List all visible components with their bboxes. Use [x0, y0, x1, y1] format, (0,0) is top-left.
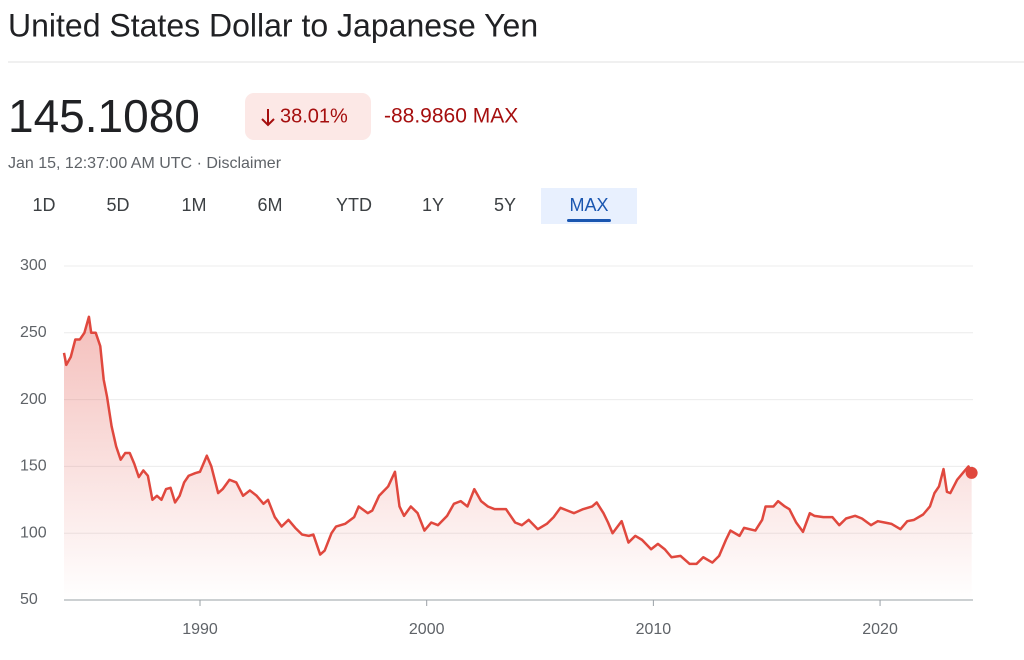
y-tick-label: 50	[20, 591, 38, 608]
change-percent: 38.01%	[280, 105, 348, 127]
range-tabs: 1D 5D 1M 6M YTD 1Y 5Y MAX	[32, 188, 637, 224]
timestamp: Jan 15, 12:37:00 AM UTC · Disclaimer	[8, 155, 282, 172]
change-badge	[245, 93, 371, 140]
x-tick-label: 2020	[862, 621, 898, 638]
y-tick-label: 200	[20, 391, 47, 408]
area-fill	[64, 316, 972, 600]
separator: ·	[197, 155, 202, 172]
price: 145.1080	[8, 90, 200, 142]
range-tab[interactable]: MAX	[569, 195, 608, 215]
y-tick-label: 150	[20, 458, 47, 475]
y-tick-label: 100	[20, 524, 47, 541]
x-tick-label: 1990	[182, 621, 218, 638]
time: Jan 15, 12:37:00 AM UTC	[8, 155, 192, 172]
last-point	[965, 466, 978, 479]
down-arrow	[261, 109, 275, 127]
x-tick-label: 2000	[409, 621, 445, 638]
disclaimer-link[interactable]: Disclaimer	[206, 155, 281, 172]
range-tab[interactable]: 1Y	[422, 195, 444, 215]
x-tick-label: 2010	[636, 621, 672, 638]
range-tab[interactable]: 5D	[106, 195, 129, 215]
page-title: United States Dollar to Japanese Yen	[8, 7, 538, 43]
chart: 50 100 150 200 250 300 1990 2000 2010 2020	[20, 257, 978, 638]
price-line	[62, 315, 973, 566]
y-tick-label: 250	[20, 324, 47, 341]
range-tab[interactable]: 1D	[32, 195, 55, 215]
active-tab-bg	[541, 188, 637, 224]
range-tab[interactable]: 5Y	[494, 195, 516, 215]
range-tab[interactable]: 6M	[257, 195, 282, 215]
range-tab[interactable]: 1M	[181, 195, 206, 215]
change-value: -88.9860 MAX	[384, 105, 518, 128]
active-tab-indicator	[567, 219, 611, 222]
y-tick-label: 300	[20, 257, 47, 274]
range-tab[interactable]: YTD	[336, 195, 372, 215]
